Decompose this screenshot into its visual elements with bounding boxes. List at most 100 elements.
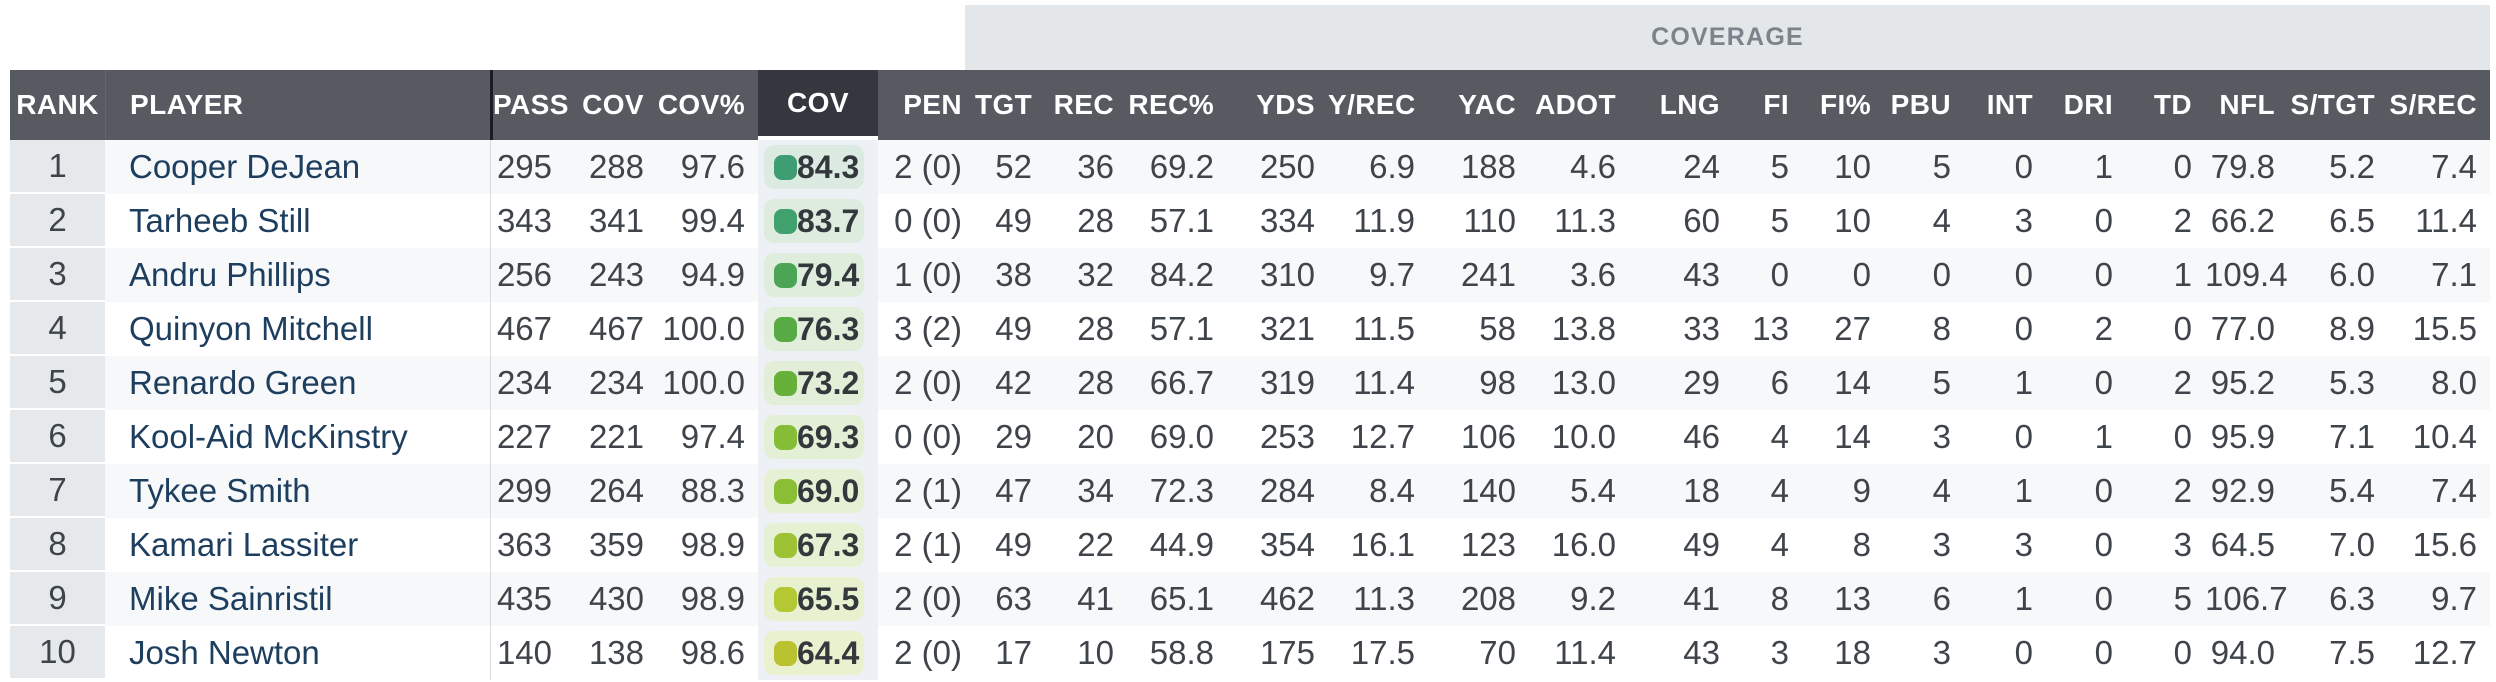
stat-cell-cov: 138 [565,626,657,680]
table-row[interactable]: 7 Tykee Smith 299 264 88.3 69.0 2 (1) 47 34 72.3 2… [10,464,2490,518]
grade-cell: 73.2 [758,356,878,410]
stat-cell-rec_pct: 65.1 [1127,572,1227,626]
player-link[interactable]: Mike Sainristil [129,580,333,617]
stat-cell-pbu: 6 [1884,572,1964,626]
column-header-pen[interactable]: PEN [878,70,975,140]
column-header-rec[interactable]: REC [1045,70,1127,140]
stat-cell-rec_pct: 72.3 [1127,464,1227,518]
stat-cell-lng: 24 [1629,140,1733,194]
column-header-fi_pct[interactable]: FI% [1802,70,1884,140]
stat-cell-cov_pct: 100.0 [657,356,758,410]
table-row[interactable]: 8 Kamari Lassiter 363 359 98.9 67.3 2 (1) 49 22 4… [10,518,2490,572]
stat-cell-lng: 41 [1629,572,1733,626]
stat-cell-pass: 435 [490,572,565,626]
column-header-td[interactable]: TD [2126,70,2205,140]
column-header-cov_pct[interactable]: COV% [657,70,758,140]
column-header-int[interactable]: INT [1964,70,2046,140]
player-link[interactable]: Cooper DeJean [129,148,361,185]
column-header-yac[interactable]: YAC [1428,70,1529,140]
stat-cell-dri: 0 [2046,626,2126,680]
stat-cell-pass: 299 [490,464,565,518]
stat-cell-s_tgt: 5.3 [2288,356,2388,410]
player-link[interactable]: Tarheeb Still [129,202,311,239]
column-header-rank[interactable]: RANK [10,70,105,140]
stat-cell-rec_pct: 84.2 [1127,248,1227,302]
column-header-s_rec[interactable]: S/REC [2388,70,2490,140]
column-header-cov[interactable]: COV [565,70,657,140]
stat-cell-nfl: 77.0 [2205,302,2288,356]
stat-cell-s_rec: 11.4 [2388,194,2490,248]
stat-cell-y_rec: 11.5 [1328,302,1428,356]
stat-cell-yac: 70 [1428,626,1529,680]
table-row[interactable]: 10 Josh Newton 140 138 98.6 64.4 2 (0) 17 10 58.8… [10,626,2490,680]
player-link[interactable]: Tykee Smith [129,472,311,509]
stat-cell-rec_pct: 66.7 [1127,356,1227,410]
grade-badge-icon [774,640,797,666]
stat-cell-y_rec: 6.9 [1328,140,1428,194]
stat-cell-yac: 140 [1428,464,1529,518]
stat-cell-s_rec: 7.4 [2388,140,2490,194]
stat-cell-cov: 234 [565,356,657,410]
table-row[interactable]: 5 Renardo Green 234 234 100.0 73.2 2 (0) 42 28 66… [10,356,2490,410]
column-header-yds[interactable]: YDS [1227,70,1328,140]
table-row[interactable]: 1 Cooper DeJean 295 288 97.6 84.3 2 (0) 52 36 69.… [10,140,2490,194]
column-header-pbu[interactable]: PBU [1884,70,1964,140]
column-header-player[interactable]: PLAYER [105,70,490,140]
grade-badge-icon [774,154,797,180]
grade-badge-icon [774,478,797,504]
player-cell: Tykee Smith [105,464,490,518]
stat-cell-cov: 467 [565,302,657,356]
column-header-grade[interactable]: COV [758,70,878,140]
stat-cell-pbu: 5 [1884,140,1964,194]
player-cell: Cooper DeJean [105,140,490,194]
player-link[interactable]: Andru Phillips [129,256,331,293]
stat-cell-s_rec: 7.4 [2388,464,2490,518]
stat-cell-cov_pct: 100.0 [657,302,758,356]
stat-cell-td: 0 [2126,140,2205,194]
column-header-rec_pct[interactable]: REC% [1127,70,1227,140]
stat-cell-rec_pct: 57.1 [1127,194,1227,248]
stat-cell-tgt: 52 [975,140,1045,194]
player-link[interactable]: Kamari Lassiter [129,526,359,563]
table-row[interactable]: 3 Andru Phillips 256 243 94.9 79.4 1 (0) 38 32 84… [10,248,2490,302]
player-link[interactable]: Kool-Aid McKinstry [129,418,408,455]
stat-cell-y_rec: 11.4 [1328,356,1428,410]
stat-cell-fi_pct: 27 [1802,302,1884,356]
column-header-s_tgt[interactable]: S/TGT [2288,70,2388,140]
grade-value: 64.4 [797,634,860,671]
stat-cell-int: 3 [1964,194,2046,248]
table-row[interactable]: 4 Quinyon Mitchell 467 467 100.0 76.3 3 (2) 49 2… [10,302,2490,356]
stat-cell-tgt: 38 [975,248,1045,302]
player-link[interactable]: Quinyon Mitchell [129,310,373,347]
stat-cell-yds: 284 [1227,464,1328,518]
table-row[interactable]: 6 Kool-Aid McKinstry 227 221 97.4 69.3 0 (0) 29… [10,410,2490,464]
stat-cell-lng: 18 [1629,464,1733,518]
stat-cell-int: 1 [1964,572,2046,626]
column-header-pass[interactable]: PASS [490,70,568,140]
grade-pill: 65.5 [764,577,864,621]
stat-cell-s_rec: 7.1 [2388,248,2490,302]
stat-cell-y_rec: 9.7 [1328,248,1428,302]
column-header-tgt[interactable]: TGT [975,70,1045,140]
stat-cell-cov: 243 [565,248,657,302]
player-link[interactable]: Renardo Green [129,364,357,401]
stat-cell-rec_pct: 57.1 [1127,302,1227,356]
stat-cell-yac: 58 [1428,302,1529,356]
stat-cell-adot: 4.6 [1529,140,1629,194]
column-header-y_rec[interactable]: Y/REC [1328,70,1428,140]
column-header-lng[interactable]: LNG [1629,70,1733,140]
grade-cell: 83.7 [758,194,878,248]
stat-cell-rec: 41 [1045,572,1127,626]
player-link[interactable]: Josh Newton [129,634,320,671]
column-header-dri[interactable]: DRI [2046,70,2126,140]
stat-cell-rec_pct: 69.0 [1127,410,1227,464]
grade-value: 67.3 [797,526,860,563]
stat-cell-dri: 0 [2046,572,2126,626]
stat-cell-fi: 4 [1733,464,1802,518]
table-row[interactable]: 9 Mike Sainristil 435 430 98.9 65.5 2 (0) 63 41 6… [10,572,2490,626]
stat-cell-nfl: 92.9 [2205,464,2288,518]
table-row[interactable]: 2 Tarheeb Still 343 341 99.4 83.7 0 (0) 49 28 57.… [10,194,2490,248]
column-header-nfl[interactable]: NFL [2205,70,2288,140]
column-header-adot[interactable]: ADOT [1529,70,1629,140]
column-header-fi[interactable]: FI [1733,70,1802,140]
